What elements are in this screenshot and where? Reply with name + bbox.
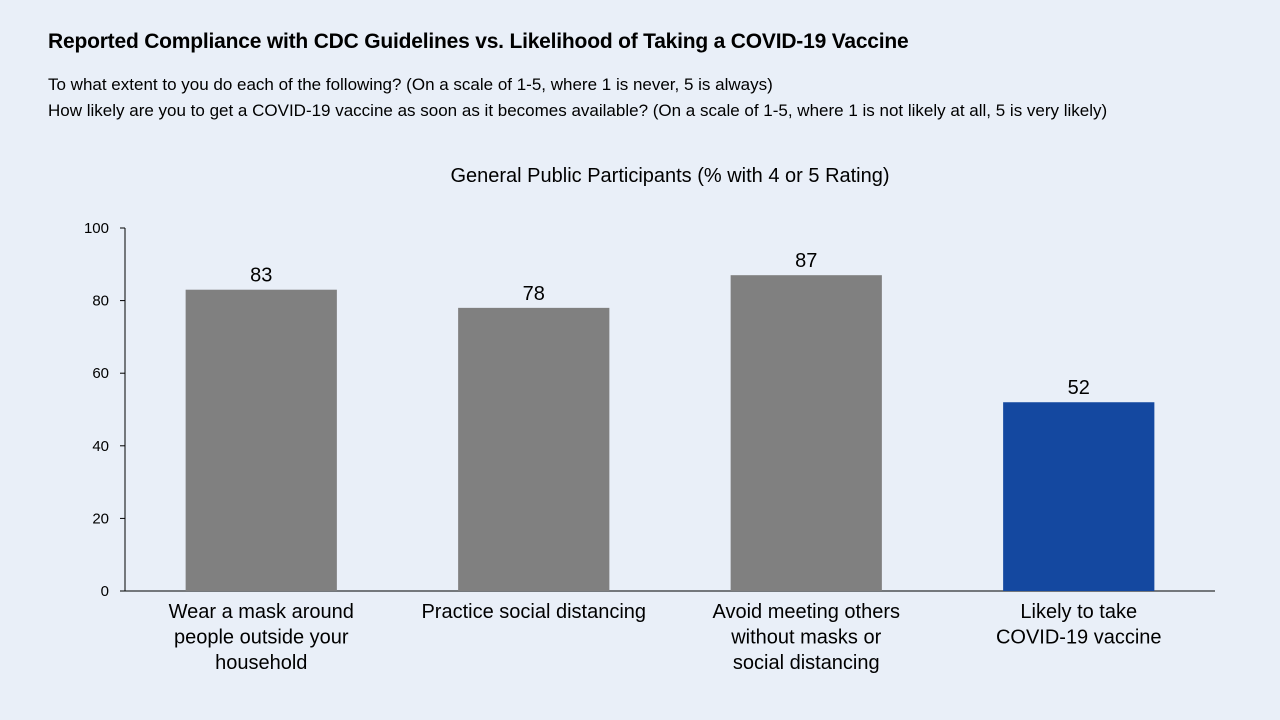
data-label: 52: [1068, 377, 1090, 399]
page-title: Reported Compliance with CDC Guidelines …: [48, 30, 909, 53]
subtitle-question-vaccine: How likely are you to get a COVID-19 vac…: [48, 101, 1108, 120]
x-category-label: Likely to take: [1020, 601, 1137, 623]
bar: [458, 307, 610, 591]
x-category-label: Avoid meeting others: [712, 601, 900, 623]
x-category-label: people outside your: [174, 627, 349, 649]
x-category-label: Wear a mask around: [169, 601, 354, 623]
y-tick-label: 80: [92, 293, 109, 310]
x-category-label: without masks or: [730, 627, 881, 649]
x-category-label: household: [215, 652, 307, 674]
subtitle-question-compliance: To what extent to you do each of the fol…: [48, 75, 773, 94]
x-category-label: social distancing: [733, 652, 880, 674]
bar: [730, 275, 882, 591]
y-tick-label: 40: [92, 438, 109, 455]
y-tick-label: 20: [92, 510, 109, 527]
y-tick-label: 60: [92, 365, 109, 382]
data-label: 78: [523, 283, 545, 305]
y-tick-label: 100: [84, 220, 109, 237]
data-label: 87: [795, 250, 817, 272]
bar: [185, 289, 337, 591]
y-tick-label: 0: [101, 583, 109, 600]
x-category-label: Practice social distancing: [421, 601, 646, 623]
bar: [1003, 402, 1155, 591]
chart-title: General Public Participants (% with 4 or…: [450, 165, 890, 187]
data-label: 83: [250, 265, 272, 287]
x-category-label: COVID-19 vaccine: [996, 627, 1162, 649]
